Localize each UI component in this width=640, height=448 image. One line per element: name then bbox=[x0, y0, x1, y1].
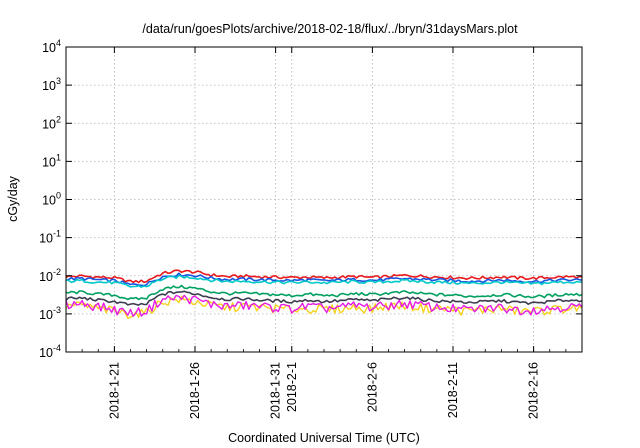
y-tick-exponent: -1 bbox=[53, 229, 61, 239]
series-line-7 bbox=[65, 294, 583, 317]
series-line-3 bbox=[65, 274, 583, 289]
y-tick-base: 10 bbox=[42, 79, 56, 93]
y-tick-exponent: -3 bbox=[53, 305, 61, 315]
grid-lines bbox=[66, 47, 582, 352]
series-line-2 bbox=[65, 272, 583, 287]
y-tick-label: 101 bbox=[42, 152, 61, 169]
y-tick-label: 102 bbox=[42, 114, 61, 131]
x-tick-label: 2018-1-21 bbox=[107, 362, 121, 419]
y-tick-exponent: 1 bbox=[56, 152, 61, 162]
y-tick-base: 10 bbox=[42, 155, 56, 169]
y-tick-base: 10 bbox=[39, 270, 53, 284]
y-tick-base: 10 bbox=[39, 346, 53, 360]
y-tick-base: 10 bbox=[42, 41, 56, 55]
y-tick-label: 10-4 bbox=[39, 343, 61, 360]
y-tick-exponent: 0 bbox=[56, 191, 61, 201]
chart-title: /data/run/goesPlots/archive/2018-02-18/f… bbox=[142, 22, 518, 36]
x-tick-label: 2018-1-31 bbox=[269, 362, 283, 419]
y-axis-label: cGy/day bbox=[6, 175, 20, 222]
y-tick-exponent: -2 bbox=[53, 267, 61, 277]
x-axis: 2018-1-21 2018-1-26 2018-1-31 2018-2-1 2018-… bbox=[65, 47, 583, 419]
x-tick-label: 2018-2-11 bbox=[446, 362, 460, 418]
x-tick-label: 2018-2-6 bbox=[365, 362, 379, 412]
series-line-5 bbox=[65, 290, 583, 306]
y-tick-exponent: 2 bbox=[56, 114, 61, 124]
y-tick-base: 10 bbox=[42, 194, 56, 208]
y-tick-label: 104 bbox=[42, 38, 61, 55]
y-tick-base: 10 bbox=[39, 308, 53, 322]
series-line-1 bbox=[65, 269, 583, 284]
data-series bbox=[65, 269, 583, 319]
y-tick-label: 10-3 bbox=[39, 305, 61, 322]
y-tick-exponent: 3 bbox=[56, 76, 61, 86]
y-tick-label: 103 bbox=[42, 76, 61, 93]
y-tick-label: 10-2 bbox=[39, 267, 61, 284]
x-tick-label: 2018-1-26 bbox=[188, 362, 202, 419]
y-tick-exponent: 4 bbox=[56, 38, 61, 48]
x-tick-label: 2018-2-16 bbox=[527, 362, 541, 419]
y-tick-label: 100 bbox=[42, 191, 61, 208]
x-tick-label: 2018-2-1 bbox=[285, 362, 299, 412]
y-tick-base: 10 bbox=[39, 232, 53, 246]
y-tick-exponent: -4 bbox=[53, 343, 61, 353]
y-tick-label: 10-1 bbox=[39, 229, 61, 246]
series-line-4 bbox=[65, 284, 583, 301]
x-axis-label: Coordinated Universal Time (UTC) bbox=[228, 431, 420, 445]
y-tick-base: 10 bbox=[42, 117, 56, 131]
